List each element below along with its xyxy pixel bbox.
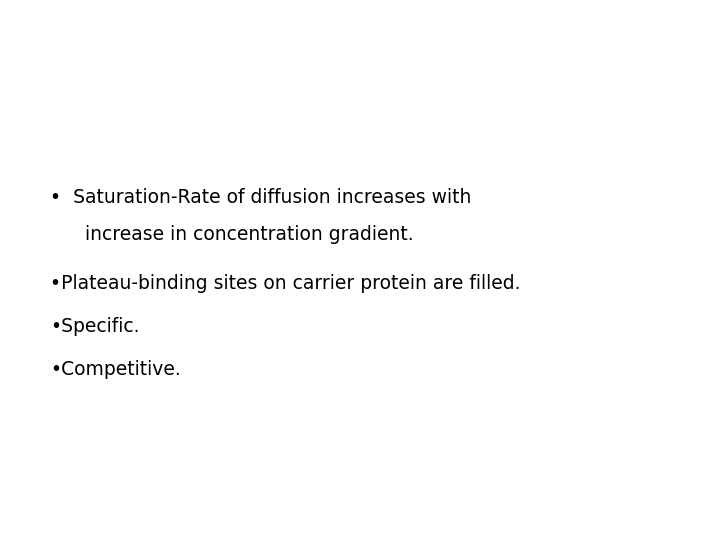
Text: •Competitive.: •Competitive. (50, 360, 181, 380)
Text: •Plateau-binding sites on carrier protein are filled.: •Plateau-binding sites on carrier protei… (50, 274, 521, 293)
Text: •  Saturation-Rate of diffusion increases with: • Saturation-Rate of diffusion increases… (50, 187, 472, 207)
Text: increase in concentration gradient.: increase in concentration gradient. (85, 225, 413, 245)
Text: •Specific.: •Specific. (50, 317, 140, 336)
